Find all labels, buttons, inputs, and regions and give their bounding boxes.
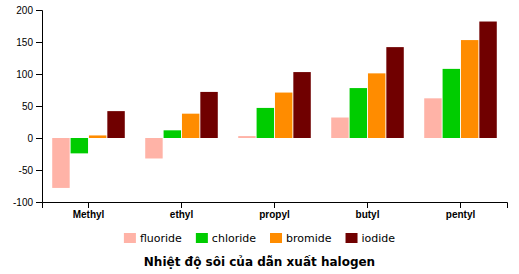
bar-series [89, 40, 478, 138]
y-axis-line [36, 11, 43, 203]
bar [182, 114, 199, 138]
y-tick: 0 [27, 133, 42, 144]
legend-label: chloride [212, 232, 256, 245]
x-tick-mark [181, 202, 182, 208]
y-tick-label: 0 [27, 133, 33, 144]
legend-swatch [124, 233, 136, 243]
x-axis: Methyl ethyl propyl butyl pentyl [43, 202, 508, 220]
x-tick-mark [88, 202, 89, 208]
bar [424, 98, 441, 138]
y-tick-label: -50 [19, 165, 34, 176]
bar [386, 47, 403, 138]
bar [238, 136, 255, 138]
y-axis: -100 -50 0 50 100 150 200 [13, 5, 43, 208]
y-tick-mark [36, 10, 42, 11]
legend-item: bromide [270, 232, 332, 245]
x-tick-label: propyl [259, 209, 290, 220]
y-tick-label: 100 [16, 69, 33, 80]
y-tick-label: 150 [16, 37, 33, 48]
y-tick-mark [36, 74, 42, 75]
bar [350, 88, 367, 138]
y-tick: 200 [16, 5, 42, 16]
y-tick-mark [36, 42, 42, 43]
plot: -100 -50 0 50 100 150 200 Methyl ethyl propyl buty… [13, 5, 508, 220]
bar [107, 111, 124, 138]
y-tick-mark [36, 170, 42, 171]
x-tick: ethyl [170, 202, 194, 220]
y-tick: 100 [16, 69, 42, 80]
legend-item: iodide [346, 232, 396, 245]
bar [257, 108, 274, 138]
bar [479, 22, 496, 138]
bar [71, 138, 88, 153]
y-tick-label: -100 [13, 197, 33, 208]
bar [443, 69, 460, 138]
x-tick: propyl [259, 202, 290, 220]
y-tick-mark [36, 106, 42, 107]
legend-swatch [346, 233, 358, 243]
bar [275, 93, 292, 138]
x-tick-label: ethyl [170, 209, 194, 220]
y-tick-label: 50 [22, 101, 34, 112]
y-tick: -50 [19, 165, 42, 176]
x-tick-label: pentyl [446, 209, 476, 220]
x-tick-mark [460, 202, 461, 208]
legend-swatch [196, 233, 208, 243]
y-tick-label: 200 [16, 5, 33, 16]
legend-label: bromide [286, 232, 332, 245]
bar [368, 73, 385, 138]
bar [164, 130, 181, 138]
bar [52, 138, 69, 188]
bar [145, 138, 162, 158]
legend-label: fluoride [140, 232, 182, 245]
x-tick-label: Methyl [73, 209, 105, 220]
bar [331, 118, 348, 138]
legend: fluoride chloride bromide iodide [124, 232, 395, 245]
y-tick-mark [36, 138, 42, 139]
legend-label: iodide [362, 232, 396, 245]
legend-swatch [270, 233, 282, 243]
x-tick: Methyl [73, 202, 105, 220]
x-tick-mark [367, 202, 368, 208]
x-tick: pentyl [446, 202, 476, 220]
legend-item: chloride [196, 232, 256, 245]
legend-item: fluoride [124, 232, 182, 245]
bars [52, 22, 497, 188]
chart: -100 -50 0 50 100 150 200 Methyl ethyl propyl buty… [0, 0, 519, 274]
x-tick: butyl [356, 202, 380, 220]
y-tick: 150 [16, 37, 42, 48]
y-tick: -100 [13, 197, 42, 208]
y-tick: 50 [22, 101, 42, 112]
x-axis-line [43, 203, 508, 209]
title: Nhiệt độ sôi của dẫn xuất halogen [144, 255, 375, 269]
x-tick-mark [274, 202, 275, 208]
bar-series [107, 22, 496, 138]
x-tick-label: butyl [356, 209, 380, 220]
bar [461, 40, 478, 138]
bar [89, 135, 106, 138]
bar [200, 92, 217, 138]
y-tick-mark [36, 202, 42, 203]
bar [293, 72, 310, 138]
